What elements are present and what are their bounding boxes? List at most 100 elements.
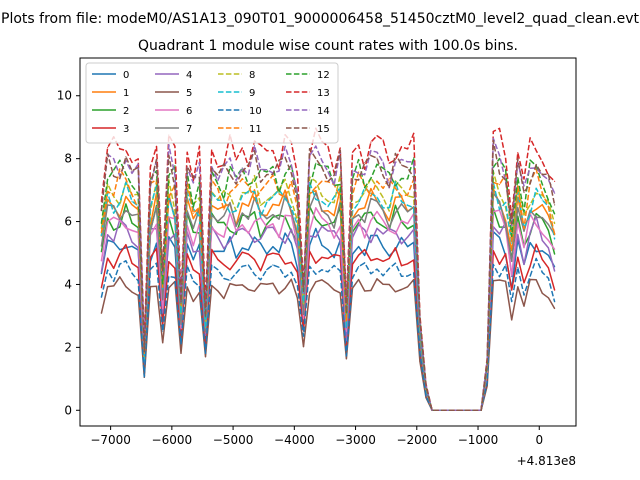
data-point — [382, 197, 384, 199]
data-point — [266, 226, 268, 228]
data-point — [155, 223, 158, 225]
data-point — [266, 214, 268, 217]
data-point — [492, 130, 494, 133]
data-point — [517, 266, 519, 269]
data-point — [247, 164, 249, 166]
data-point — [339, 149, 341, 151]
data-point — [407, 167, 409, 169]
data-point — [333, 227, 335, 229]
data-point — [339, 147, 341, 149]
data-point — [211, 167, 213, 169]
data-point — [554, 253, 556, 255]
data-point — [125, 224, 127, 226]
data-point — [541, 183, 543, 185]
data-point — [284, 214, 286, 216]
data-point — [125, 181, 127, 183]
data-point — [278, 170, 280, 172]
data-point — [217, 258, 219, 261]
series-line — [100, 276, 556, 412]
data-point — [198, 161, 200, 163]
data-point — [107, 147, 109, 149]
data-point — [107, 221, 109, 223]
data-point — [554, 222, 556, 225]
data-point — [394, 247, 396, 249]
data-point — [425, 395, 427, 397]
data-point — [547, 201, 550, 203]
legend-label: 10 — [249, 106, 262, 117]
data-point — [437, 409, 439, 411]
data-point — [419, 352, 421, 354]
data-point — [119, 204, 121, 206]
data-point — [315, 186, 317, 188]
data-point — [241, 178, 243, 180]
data-point — [327, 200, 329, 202]
data-point — [351, 263, 354, 265]
x-tick-label: −1000 — [458, 433, 499, 447]
data-point — [290, 271, 292, 273]
data-point — [382, 233, 384, 235]
data-point — [388, 257, 390, 260]
data-point — [333, 221, 335, 223]
data-point — [247, 264, 249, 266]
data-point — [192, 269, 194, 271]
data-point — [247, 205, 249, 207]
data-point — [119, 148, 121, 150]
data-point — [217, 233, 219, 235]
data-point — [137, 280, 139, 282]
data-point — [554, 233, 556, 236]
data-point — [358, 224, 360, 226]
data-point — [388, 230, 390, 232]
data-point — [155, 205, 158, 207]
data-point — [296, 285, 298, 287]
data-point — [223, 215, 225, 217]
data-point — [284, 242, 286, 244]
data-point — [339, 225, 341, 227]
x-tick-label: −5000 — [213, 433, 254, 447]
data-point — [523, 282, 525, 284]
data-point — [162, 330, 164, 332]
data-point — [376, 200, 378, 202]
data-point — [247, 174, 249, 176]
data-point — [284, 145, 286, 147]
data-point — [413, 207, 415, 209]
data-point — [382, 246, 384, 248]
data-point — [174, 210, 176, 212]
data-point — [217, 250, 219, 252]
data-point — [333, 289, 335, 291]
data-point — [345, 320, 347, 322]
data-point — [333, 237, 335, 239]
data-point — [247, 249, 249, 251]
data-point — [327, 271, 329, 273]
data-point — [198, 291, 200, 294]
data-point — [511, 223, 513, 225]
data-point — [149, 166, 151, 168]
data-point — [376, 268, 378, 270]
data-point — [217, 236, 219, 238]
data-point — [272, 246, 274, 248]
data-point — [131, 200, 133, 202]
data-point — [113, 267, 115, 269]
data-point — [162, 283, 164, 285]
data-point — [247, 253, 249, 255]
data-point — [290, 215, 292, 217]
data-point — [162, 286, 164, 288]
data-point — [529, 159, 531, 161]
data-point — [400, 146, 403, 148]
data-point — [394, 204, 396, 206]
data-point — [229, 269, 231, 271]
data-point — [241, 224, 243, 226]
data-point — [449, 409, 452, 411]
data-point — [547, 173, 550, 175]
data-point — [168, 174, 170, 177]
data-point — [131, 194, 133, 196]
data-point — [204, 334, 207, 336]
data-point — [266, 283, 268, 285]
data-point — [253, 211, 256, 213]
data-point — [327, 257, 329, 260]
x-tick-label: −7000 — [90, 433, 131, 447]
data-point — [217, 180, 219, 182]
data-point — [511, 289, 513, 291]
data-point — [541, 239, 543, 242]
data-point — [413, 272, 415, 274]
data-point — [333, 230, 335, 232]
